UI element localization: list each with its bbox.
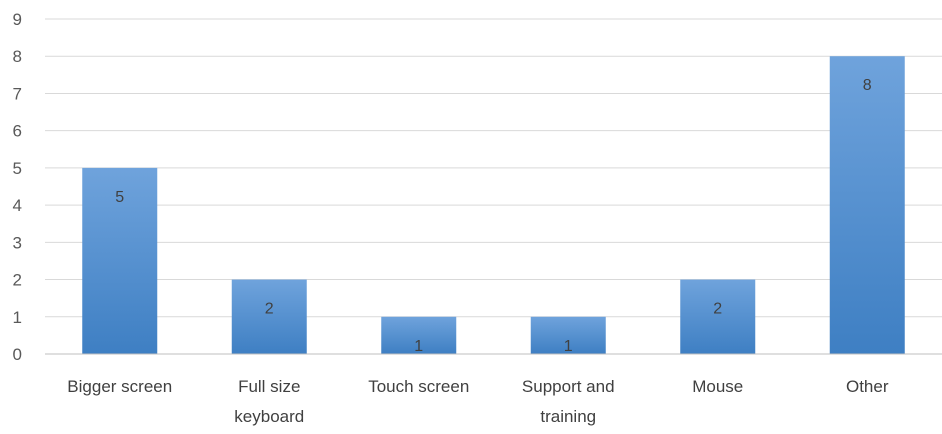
x-tick-label-line: Bigger screen xyxy=(67,377,172,396)
y-tick-label-0: 0 xyxy=(13,345,22,364)
data-label-2: 1 xyxy=(414,338,423,355)
bars: 5 2 1 1 2 8 xyxy=(82,56,905,355)
y-tick-label-1: 1 xyxy=(13,308,22,327)
x-tick-label-line: Touch screen xyxy=(368,377,469,396)
data-label-3: 1 xyxy=(564,338,573,355)
x-tick-label-2: Touch screen xyxy=(368,377,469,396)
x-tick-label-line: Other xyxy=(846,377,889,396)
y-tick-label-5: 5 xyxy=(13,159,22,178)
x-tick-label-0: Bigger screen xyxy=(67,377,172,396)
data-label-5: 8 xyxy=(863,77,872,94)
bar-4 xyxy=(680,279,756,354)
x-axis-category-labels: Bigger screen Full size keyboard Touch scre… xyxy=(67,377,889,426)
y-tick-label-9: 9 xyxy=(13,10,22,29)
y-tick-label-6: 6 xyxy=(13,122,22,141)
data-label-4: 2 xyxy=(713,301,722,318)
x-tick-label-line: keyboard xyxy=(234,407,304,426)
x-tick-label-5: Other xyxy=(846,377,889,396)
bar-0 xyxy=(82,167,158,354)
gridlines xyxy=(45,18,942,318)
y-tick-label-8: 8 xyxy=(13,47,22,66)
x-tick-label-line: Mouse xyxy=(692,377,743,396)
y-tick-label-4: 4 xyxy=(13,196,22,215)
x-tick-label-4: Mouse xyxy=(692,377,743,396)
x-tick-label-line: training xyxy=(540,407,596,426)
data-label-1: 2 xyxy=(265,301,274,318)
y-tick-label-3: 3 xyxy=(13,233,22,252)
data-label-0: 5 xyxy=(115,189,124,206)
bar-3 xyxy=(530,316,606,354)
x-tick-label-line: Support and xyxy=(522,377,615,396)
y-tick-label-2: 2 xyxy=(13,271,22,290)
bar-5 xyxy=(829,56,905,354)
bar-1 xyxy=(231,279,307,354)
x-tick-label-1: Full size keyboard xyxy=(234,377,304,426)
y-tick-label-7: 7 xyxy=(13,84,22,103)
x-tick-label-line: Full size xyxy=(238,377,300,396)
x-tick-label-3: Support and training xyxy=(522,377,615,426)
bar-2 xyxy=(381,316,457,354)
y-axis-tick-labels: 0 1 2 3 4 5 6 7 8 9 xyxy=(13,10,22,364)
